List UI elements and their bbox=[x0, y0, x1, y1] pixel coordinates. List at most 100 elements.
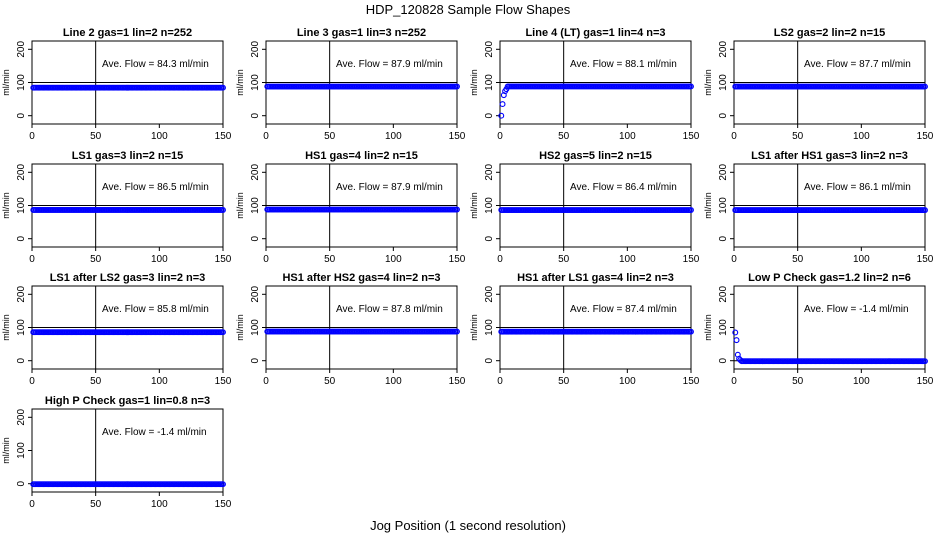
panel-title: HS1 after LS1 gas=4 lin=2 n=3 bbox=[517, 272, 674, 284]
x-tick-label: 50 bbox=[558, 376, 570, 387]
data-point bbox=[922, 358, 928, 365]
y-tick-label: 200 bbox=[250, 164, 261, 181]
x-tick-label: 50 bbox=[558, 254, 570, 265]
x-tick-label: 0 bbox=[731, 254, 737, 265]
panel-title: LS1 gas=3 lin=2 n=15 bbox=[72, 150, 184, 162]
y-axis-label: ml/min bbox=[1, 437, 11, 464]
data-point bbox=[498, 112, 505, 119]
x-tick-label: 150 bbox=[215, 254, 232, 265]
x-tick-label: 150 bbox=[215, 499, 232, 510]
data-points bbox=[498, 83, 694, 119]
panel-13: High P Check gas=1 lin=0.8 n=3 ml/min 0 50 1… bbox=[1, 395, 232, 510]
y-axis-label: ml/min bbox=[469, 192, 479, 219]
x-tick-label: 150 bbox=[917, 376, 934, 387]
x-tick-label: 0 bbox=[29, 254, 35, 265]
data-point bbox=[454, 328, 460, 335]
x-tick-label: 150 bbox=[683, 131, 700, 142]
x-tick-label: 150 bbox=[215, 131, 232, 142]
y-tick-label: 200 bbox=[718, 164, 729, 181]
data-points bbox=[498, 328, 694, 335]
x-tick-label: 0 bbox=[731, 376, 737, 387]
x-tick-label: 0 bbox=[497, 376, 503, 387]
x-tick-label: 150 bbox=[917, 254, 934, 265]
y-tick-label: 0 bbox=[718, 235, 729, 241]
y-tick-label: 0 bbox=[16, 357, 27, 363]
panel-title: HS2 gas=5 lin=2 n=15 bbox=[539, 150, 652, 162]
panel-title: High P Check gas=1 lin=0.8 n=3 bbox=[45, 395, 210, 407]
panel-2: Line 3 gas=1 lin=3 n=252 ml/min 0 50 100 150 0… bbox=[235, 27, 466, 142]
y-axis-label: ml/min bbox=[469, 314, 479, 341]
data-point bbox=[922, 83, 928, 90]
x-tick-label: 100 bbox=[151, 376, 168, 387]
y-tick-label: 200 bbox=[250, 286, 261, 303]
average-flow-annotation: Ave. Flow = 87.8 ml/min bbox=[336, 304, 443, 315]
data-point bbox=[220, 84, 226, 91]
panel-12: Low P Check gas=1.2 lin=2 n=6 ml/min 0 50 10… bbox=[703, 272, 934, 387]
y-tick-label: 0 bbox=[16, 235, 27, 241]
average-flow-annotation: Ave. Flow = 85.8 ml/min bbox=[102, 304, 209, 315]
panel-9: LS1 after LS2 gas=3 lin=2 n=3 ml/min 0 50 10… bbox=[1, 272, 232, 387]
average-flow-annotation: Ave. Flow = -1.4 ml/min bbox=[102, 427, 207, 438]
average-flow-annotation: Ave. Flow = 86.1 ml/min bbox=[804, 182, 911, 193]
y-tick-label: 0 bbox=[718, 112, 729, 118]
x-tick-label: 50 bbox=[792, 376, 804, 387]
y-tick-label: 200 bbox=[16, 164, 27, 181]
panel-8: LS1 after HS1 gas=3 lin=2 n=3 ml/min 0 50 10… bbox=[703, 150, 934, 265]
x-tick-label: 150 bbox=[683, 254, 700, 265]
x-tick-label: 50 bbox=[90, 376, 102, 387]
y-axis-label: ml/min bbox=[1, 69, 11, 96]
y-tick-label: 0 bbox=[250, 357, 261, 363]
x-tick-label: 100 bbox=[385, 376, 402, 387]
data-point bbox=[688, 328, 694, 335]
y-tick-label: 100 bbox=[718, 197, 729, 214]
panel-4: LS2 gas=2 lin=2 n=15 ml/min 0 50 100 150 0 100 2… bbox=[703, 27, 934, 142]
x-tick-label: 0 bbox=[731, 131, 737, 142]
x-tick-label: 100 bbox=[619, 254, 636, 265]
data-points bbox=[30, 84, 226, 91]
x-tick-label: 50 bbox=[792, 131, 804, 142]
y-axis-label: ml/min bbox=[703, 192, 713, 219]
data-points bbox=[30, 481, 226, 488]
y-tick-label: 200 bbox=[16, 286, 27, 303]
panel-5: LS1 gas=3 lin=2 n=15 ml/min 0 50 100 150 0 100 2… bbox=[1, 150, 232, 265]
x-tick-label: 100 bbox=[853, 131, 870, 142]
y-tick-label: 200 bbox=[718, 286, 729, 303]
data-point bbox=[220, 481, 226, 488]
average-flow-annotation: Ave. Flow = 87.9 ml/min bbox=[336, 182, 443, 193]
x-tick-label: 50 bbox=[90, 254, 102, 265]
x-tick-label: 50 bbox=[90, 499, 102, 510]
x-tick-label: 150 bbox=[215, 376, 232, 387]
panel-10: HS1 after HS2 gas=4 lin=2 n=3 ml/min 0 50 10… bbox=[235, 272, 466, 387]
y-tick-label: 100 bbox=[484, 319, 495, 336]
y-tick-label: 0 bbox=[16, 112, 27, 118]
x-tick-label: 0 bbox=[29, 131, 35, 142]
x-tick-label: 50 bbox=[90, 131, 102, 142]
y-axis-label: ml/min bbox=[235, 314, 245, 341]
y-axis-label: ml/min bbox=[703, 314, 713, 341]
x-tick-label: 150 bbox=[449, 254, 466, 265]
y-tick-label: 100 bbox=[250, 319, 261, 336]
x-tick-label: 150 bbox=[683, 376, 700, 387]
x-tick-label: 0 bbox=[29, 376, 35, 387]
y-tick-label: 100 bbox=[718, 74, 729, 91]
y-tick-label: 200 bbox=[16, 41, 27, 58]
y-tick-label: 100 bbox=[718, 319, 729, 336]
data-points bbox=[264, 83, 460, 90]
x-tick-label: 0 bbox=[497, 254, 503, 265]
data-point bbox=[922, 207, 928, 214]
x-tick-label: 100 bbox=[151, 131, 168, 142]
y-tick-label: 200 bbox=[484, 164, 495, 181]
average-flow-annotation: Ave. Flow = 87.9 ml/min bbox=[336, 59, 443, 70]
y-tick-label: 200 bbox=[484, 286, 495, 303]
panel-1: Line 2 gas=1 lin=2 n=252 ml/min 0 50 100 150 0… bbox=[1, 27, 232, 142]
plot-frame bbox=[733, 285, 926, 370]
y-tick-label: 100 bbox=[16, 197, 27, 214]
x-tick-label: 100 bbox=[619, 376, 636, 387]
plot-frame bbox=[31, 408, 224, 493]
data-points bbox=[498, 207, 694, 213]
y-axis-label: ml/min bbox=[1, 314, 11, 341]
x-tick-label: 0 bbox=[263, 131, 269, 142]
data-points bbox=[732, 83, 928, 90]
x-tick-label: 100 bbox=[151, 254, 168, 265]
